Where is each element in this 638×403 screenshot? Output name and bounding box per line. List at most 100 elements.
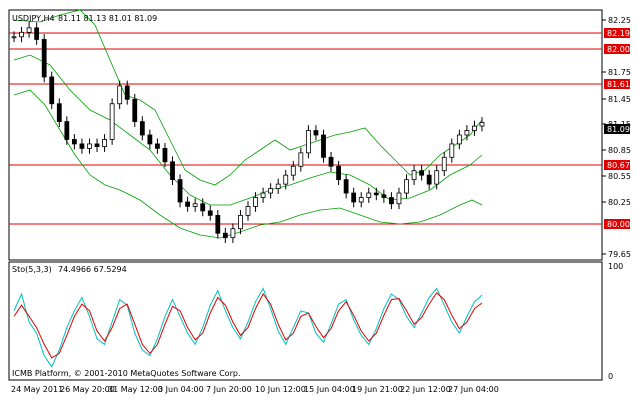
candle-body: [185, 201, 191, 207]
candle-body: [343, 179, 349, 194]
candle-body: [109, 103, 115, 140]
candle-body: [441, 156, 447, 172]
copyright-text: ICMB Platform, © 2001-2010 MetaQuotes So…: [12, 369, 241, 378]
candle-body: [321, 134, 326, 158]
candle-body: [162, 147, 168, 163]
candle-body: [290, 165, 296, 176]
current-price-text: 81.09: [607, 125, 630, 134]
stoch-scale-bottom: 0: [608, 372, 613, 381]
time-tick: 7 Jun 20:00: [206, 385, 252, 394]
candle-body: [230, 228, 236, 239]
upper-band: [13, 9, 483, 186]
candle-body: [426, 174, 432, 185]
candle-body: [170, 161, 175, 181]
middle-band: [13, 54, 483, 206]
candle-body: [411, 170, 417, 181]
stochastic-main-line: [13, 287, 483, 368]
candle-body: [404, 179, 409, 194]
candle-body: [71, 139, 77, 145]
price-tick: 80.25: [608, 198, 631, 207]
level-tag-text: 80.67: [607, 161, 630, 170]
candle-body: [449, 143, 455, 158]
current-price-tag: [604, 124, 630, 134]
candle-body: [283, 174, 289, 185]
candle-body: [207, 210, 213, 216]
ohlc-values: 81.11 81.13 81.01 81.09: [58, 14, 157, 23]
candle-body: [87, 143, 92, 149]
candle-body: [298, 152, 304, 167]
time-tick: 10 Jun 12:00: [255, 385, 306, 394]
candle-body: [389, 197, 394, 205]
candle-body: [102, 139, 107, 148]
candle-body: [132, 98, 138, 123]
candle-body: [366, 192, 372, 198]
level-tag-80.67: [604, 160, 630, 170]
price-tick: 81.75: [608, 68, 631, 77]
time-tick: 19 Jun 21:00: [352, 385, 403, 394]
candle-body: [396, 192, 402, 205]
level-tag-text: 81.61: [607, 80, 630, 89]
candle-body: [253, 197, 258, 207]
candle-body: [336, 165, 341, 181]
level-tag-text: 82.00: [607, 45, 630, 54]
candle-body: [222, 232, 228, 239]
price-tick: 81.45: [608, 95, 631, 104]
time-tick: 27 Jun 04:00: [448, 385, 499, 394]
stochastic-pane[interactable]: [8, 261, 603, 381]
candle-body: [79, 143, 85, 149]
candle-body: [64, 121, 70, 140]
level-lines: [9, 32, 602, 225]
candle-body: [472, 125, 477, 131]
candle-body: [245, 206, 251, 216]
candle-body: [56, 103, 62, 123]
candle-body: [351, 192, 357, 203]
time-tick: 24 May 2011: [11, 385, 63, 394]
symbol-label: USDJPY,H4: [12, 14, 55, 23]
candle-body: [200, 203, 206, 212]
candle-body: [419, 170, 425, 176]
price-pane[interactable]: [8, 9, 603, 261]
indicator-values: 74.4966 67.5294: [58, 265, 127, 274]
candle-body: [155, 143, 160, 149]
candle-body: [381, 194, 387, 198]
time-axis: 24 May 2011 26 May 20:00 31 May 12:00 3 …: [11, 385, 499, 394]
candle-body: [19, 31, 24, 38]
candle-body: [464, 130, 470, 136]
level-tag-81.61: [604, 79, 630, 89]
candle-body: [328, 156, 334, 167]
candle-body: [305, 130, 311, 154]
price-tick: 79.65: [608, 250, 631, 259]
candle-body: [94, 143, 100, 148]
level-tag-82.00: [604, 44, 630, 54]
price-tick: 80.55: [608, 172, 631, 181]
candle-body: [41, 39, 47, 78]
level-tag-text: 80.00: [607, 220, 630, 229]
price-candles: [11, 22, 485, 244]
candle-body: [373, 192, 379, 196]
candle-body: [238, 214, 243, 230]
candle-body: [456, 134, 462, 145]
candle-body: [434, 170, 440, 185]
candle-body: [124, 85, 130, 100]
candle-body: [26, 27, 32, 33]
level-tag-80.00: [604, 219, 630, 229]
time-tick: 31 May 12:00: [108, 385, 163, 394]
candle-body: [268, 188, 274, 194]
stoch-scale-top: 100: [608, 262, 623, 271]
price-tick: 82.25: [608, 16, 631, 25]
candle-body: [260, 192, 266, 198]
level-tags: 82.19 82.00 81.61 81.09 80.67 80.00: [604, 28, 630, 229]
time-tick: 22 Jun 12:00: [400, 385, 451, 394]
candle-body: [34, 27, 40, 40]
stochastic-signal-line: [13, 292, 483, 359]
candle-body: [11, 36, 17, 39]
time-tick: 3 Jun 04:00: [158, 385, 204, 394]
time-tick: 26 May 20:00: [60, 385, 115, 394]
indicator-label: Sto(5,3,3): [12, 265, 52, 274]
candle-body: [275, 183, 281, 189]
level-tag-text: 82.19: [607, 29, 630, 38]
candle-body: [49, 76, 55, 105]
candle-body: [215, 214, 221, 234]
candle-body: [177, 179, 183, 203]
